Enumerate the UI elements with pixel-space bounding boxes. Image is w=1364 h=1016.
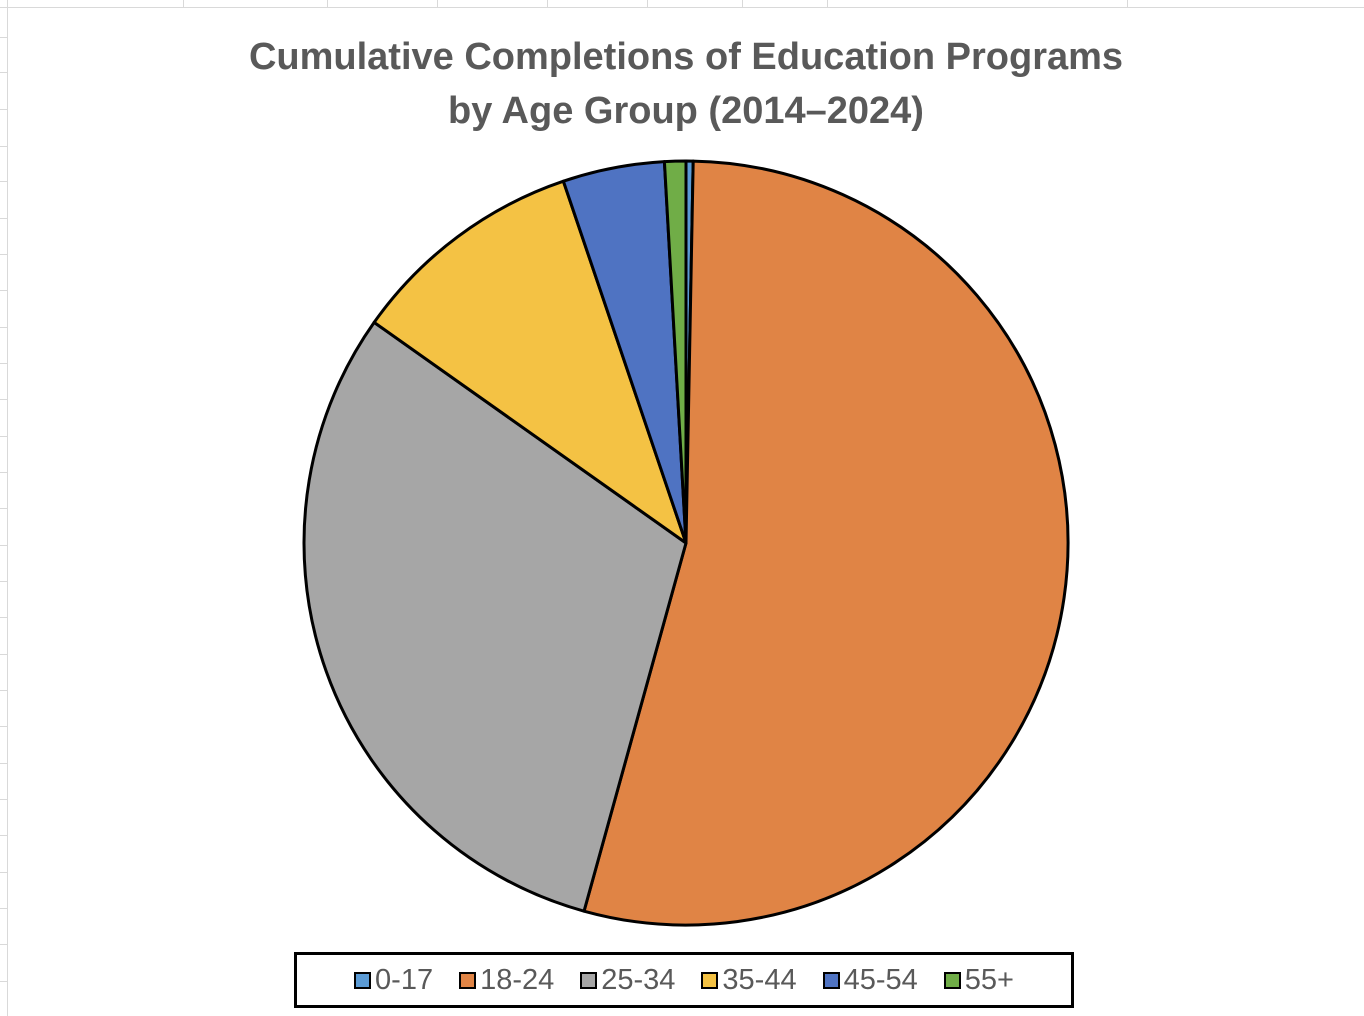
legend-item-35-44: 35-44 <box>701 963 797 997</box>
legend-swatch-45-54 <box>822 971 840 989</box>
pie-slice-35-44[interactable] <box>372 179 688 545</box>
legend-swatch-25-34 <box>580 971 598 989</box>
chart-title-line-2: by Age Group (2014–2024) <box>448 90 924 132</box>
chart-title-line-1: Cumulative Completions of Education Prog… <box>248 36 1124 78</box>
legend-label-0-17: 0-17 <box>375 963 434 996</box>
legend-label-55+: 55+ <box>964 963 1014 996</box>
chart-legend: 0-17 18-24 25-34 35-44 45-54 55+ <box>294 952 1074 1008</box>
legend-item-18-24: 18-24 <box>459 964 554 997</box>
pie-slice-18-24[interactable] <box>582 159 1070 927</box>
chart-title: Cumulative Completions of Education Prog… <box>0 30 1364 138</box>
legend-swatch-18-24 <box>459 971 477 989</box>
legend-swatch-0-17 <box>354 971 372 989</box>
pie-slice-25-34[interactable] <box>302 320 688 913</box>
legend-label-18-24: 18-24 <box>480 963 555 996</box>
legend-swatch-35-44 <box>701 971 719 989</box>
legend-swatch-55+ <box>943 971 961 989</box>
legend-item-55+: 55+ <box>943 963 1014 997</box>
legend-item-45-54: 45-54 <box>822 963 918 997</box>
legend-item-0-17: 0-17 <box>354 964 433 997</box>
legend-label-35-44: 35-44 <box>722 963 797 996</box>
pie-slice-55+[interactable] <box>662 159 688 545</box>
legend-label-45-54: 45-54 <box>843 963 918 996</box>
legend-item-25-34: 25-34 <box>580 964 675 997</box>
legend-label-25-34: 25-34 <box>601 963 676 996</box>
